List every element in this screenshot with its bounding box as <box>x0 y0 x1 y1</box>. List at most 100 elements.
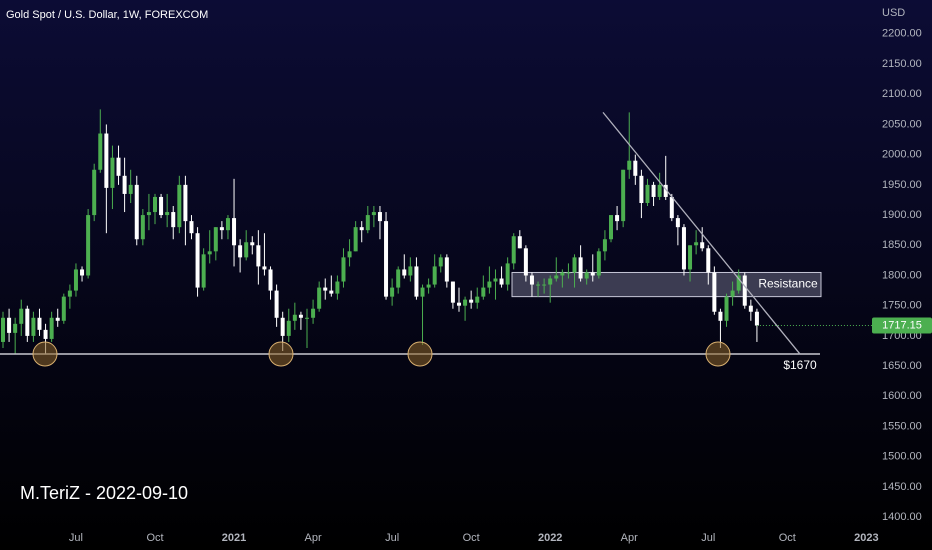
candle-body <box>61 296 66 321</box>
candle-body <box>341 257 346 282</box>
candle-body <box>323 287 328 291</box>
candle-body <box>92 169 97 216</box>
candle-body <box>146 212 151 216</box>
candle-body <box>31 317 36 336</box>
x-tick-label: Jul <box>701 532 715 544</box>
candle-body <box>86 215 91 276</box>
candle-body <box>298 314 303 318</box>
candle-body <box>73 269 78 291</box>
candle-body <box>219 227 224 231</box>
candle-body <box>110 157 115 188</box>
candle-body <box>493 278 498 282</box>
y-tick-label: 1800.00 <box>882 269 922 281</box>
x-tick-label: 2022 <box>538 532 562 544</box>
candle-body <box>37 317 42 330</box>
candle-body <box>317 287 322 309</box>
candle-body <box>49 317 54 339</box>
candle-body <box>384 221 389 297</box>
y-tick-label: 2150.00 <box>882 58 922 70</box>
y-tick-label: 1400.00 <box>882 511 922 523</box>
candle-body <box>225 218 230 231</box>
candle-body <box>238 245 243 258</box>
candle-body <box>262 266 267 270</box>
candle-body <box>499 278 504 285</box>
candle-body <box>505 263 510 285</box>
y-tick-label: 1850.00 <box>882 239 922 251</box>
trendline <box>602 111 801 355</box>
candle-body <box>481 287 486 297</box>
candle-body <box>67 290 72 297</box>
candle-body <box>754 311 759 326</box>
candle-body <box>438 257 443 267</box>
last-price-box <box>872 317 932 334</box>
candle-body <box>669 196 674 219</box>
candle-body <box>171 212 176 228</box>
candle-body <box>177 184 182 228</box>
candle-body <box>432 266 437 285</box>
candle-body <box>724 296 729 321</box>
candle-body <box>165 212 170 216</box>
candle-body <box>420 287 425 297</box>
candle-body <box>596 251 601 276</box>
y-tick-label: 1600.00 <box>882 390 922 402</box>
candle-body <box>572 257 577 273</box>
candle-body <box>347 251 352 258</box>
candle-body <box>80 269 85 276</box>
candle-body <box>639 175 644 203</box>
candle-body <box>365 215 370 231</box>
candle-body <box>335 281 340 294</box>
candle-body <box>548 278 553 285</box>
y-tick-label: 2000.00 <box>882 149 922 161</box>
candle-body <box>742 275 747 306</box>
candle-body <box>19 308 24 324</box>
candle-body <box>651 184 656 197</box>
candle-body <box>377 212 382 222</box>
candle-body <box>566 272 571 274</box>
candle-body <box>706 248 711 273</box>
candle-body <box>256 245 261 267</box>
candle-body <box>663 184 668 197</box>
candle-body <box>134 184 139 240</box>
x-tick-label: 2023 <box>854 532 878 544</box>
candle-body <box>523 248 528 276</box>
candle-body <box>450 281 455 303</box>
y-tick-label: 1500.00 <box>882 451 922 463</box>
x-tick-label: Jul <box>69 532 83 544</box>
candle-body <box>305 317 309 319</box>
candle-body <box>621 169 626 222</box>
candle-body <box>609 215 613 240</box>
last-price-label: 1717.15 <box>882 319 922 331</box>
candle-body <box>268 269 273 291</box>
candle-body <box>675 218 680 228</box>
candle-body <box>122 175 127 194</box>
candle-body <box>590 272 595 276</box>
candle-body <box>730 290 735 297</box>
y-tick-label: 1550.00 <box>882 420 922 432</box>
candle-body <box>657 184 662 197</box>
candle-body <box>536 284 541 286</box>
candle-body <box>560 272 565 276</box>
candle-body <box>116 157 121 176</box>
candle-body <box>359 227 364 231</box>
candle-body <box>645 184 650 203</box>
candle-body <box>511 236 516 264</box>
candle-body <box>694 242 699 246</box>
candle-body <box>681 227 686 270</box>
candle-body <box>578 257 583 279</box>
candle-body <box>183 184 188 222</box>
candle-body <box>542 284 547 286</box>
candle-body <box>104 133 109 188</box>
candle-body <box>371 212 376 216</box>
candle-body <box>159 196 164 216</box>
candle-body <box>602 239 607 252</box>
candle-body <box>554 275 559 279</box>
resistance-label: Resistance <box>758 277 818 291</box>
candle-body <box>390 287 395 297</box>
candle-body <box>688 245 693 270</box>
y-tick-label: 2200.00 <box>882 28 922 40</box>
y-tick-label: 1450.00 <box>882 481 922 493</box>
candle-body <box>274 290 279 318</box>
candle-body <box>457 302 461 306</box>
